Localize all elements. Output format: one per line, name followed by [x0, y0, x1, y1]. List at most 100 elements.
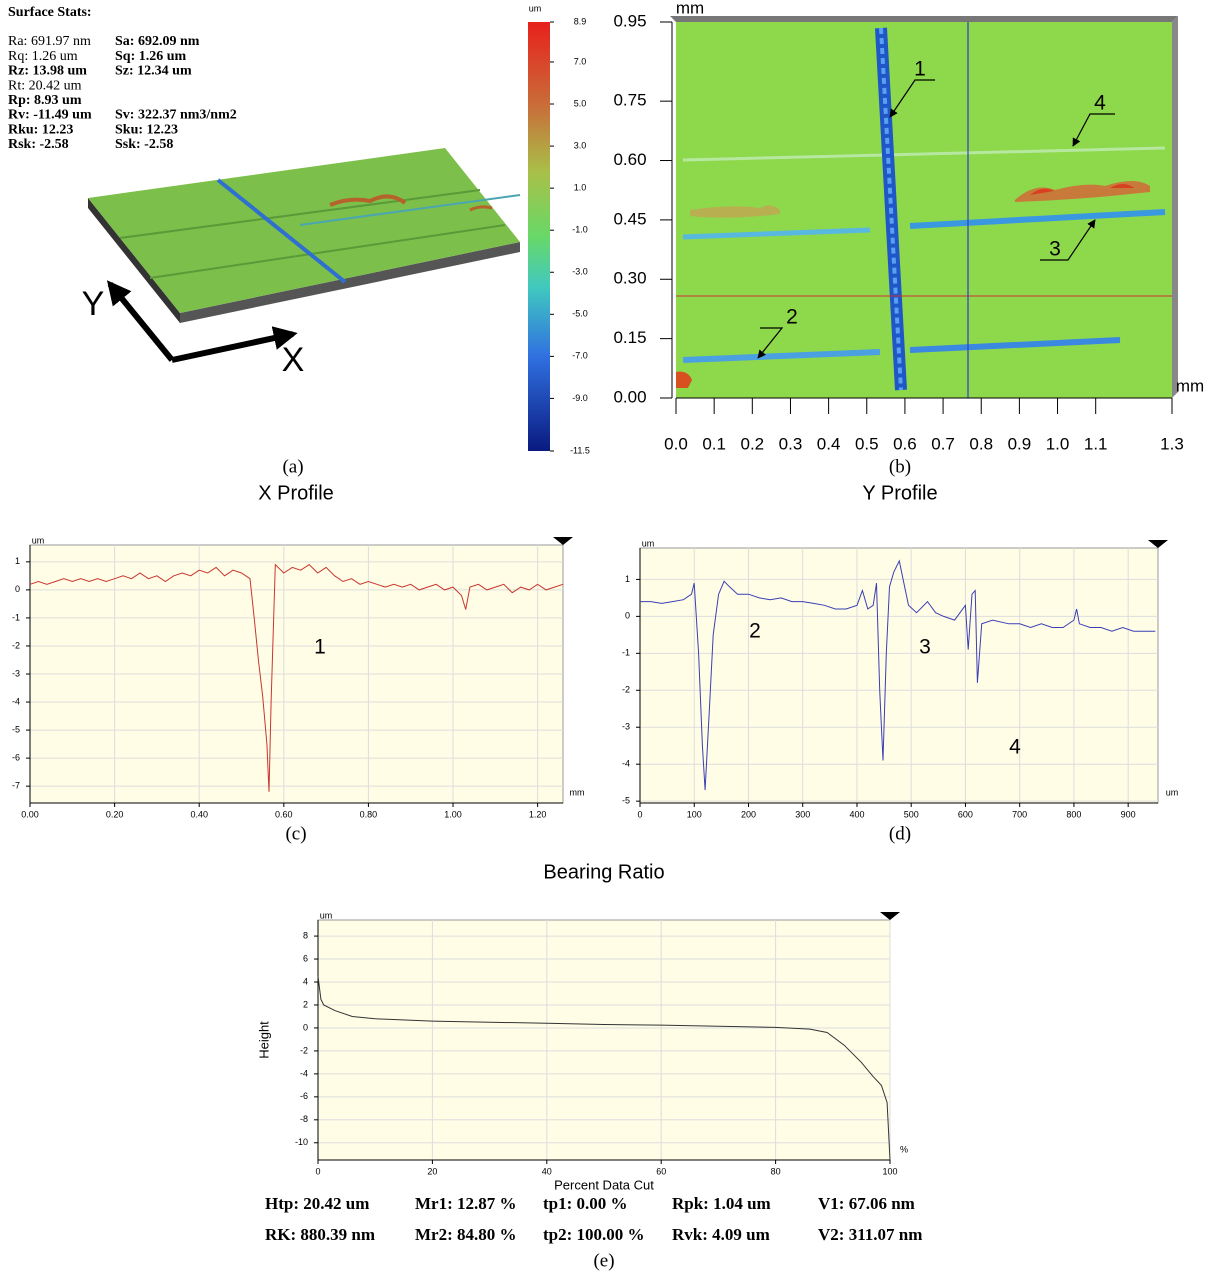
- x-tick-label: 400: [849, 809, 864, 819]
- chart-title: X Profile: [258, 482, 334, 504]
- bearing-stat: Mr1: 12.87 %: [415, 1194, 517, 1213]
- stat: Sv: 322.37 nm3/nm2: [115, 108, 237, 123]
- y-tick-label: -5: [12, 724, 20, 734]
- x-tick-label: 0.80: [360, 809, 378, 819]
- y-tick-label: -2: [12, 640, 20, 650]
- bearing-stat: Htp: 20.42 um: [265, 1194, 369, 1213]
- x-tick-label: 1.00: [444, 809, 462, 819]
- x-tick-label: 0.9: [1008, 434, 1032, 453]
- bearing-stat: Mr2: 84.80 %: [415, 1225, 517, 1244]
- x-tick-label: 100: [882, 1166, 897, 1176]
- stat: Rq: 1.26 um: [8, 49, 78, 64]
- bearing-stat: V2: 311.07 nm: [818, 1225, 922, 1244]
- stat: Ssk: -2.58: [115, 137, 173, 152]
- x-tick-label: 0.5: [855, 434, 879, 453]
- y-tick-label: -1: [12, 612, 20, 622]
- x-tick-label: 0: [637, 809, 642, 819]
- x-tick-label: 0.60: [275, 809, 293, 819]
- chart-title: Bearing Ratio: [543, 861, 664, 883]
- colorbar: [528, 22, 550, 451]
- stat: Sz: 12.34 um: [115, 64, 192, 79]
- stat: Ra: 691.97 nm: [8, 34, 91, 49]
- stat: Rsk: -2.58: [8, 137, 69, 152]
- x-tick-label: 0.3: [779, 434, 803, 453]
- x-unit: um: [1166, 787, 1179, 797]
- x-tick-label: 0.4: [817, 434, 841, 453]
- annotation: 3: [919, 636, 931, 659]
- stat: Sq: 1.26 um: [115, 49, 187, 64]
- x-tick-label: 300: [795, 809, 810, 819]
- colorbar-tick-label: -3.0: [572, 267, 588, 277]
- cursor-marker: [880, 912, 900, 920]
- annotation: 2: [749, 620, 761, 643]
- y-tick-label: -4: [12, 696, 20, 706]
- y-tick-label: 0: [15, 584, 20, 594]
- y-tick-label: 0.15: [613, 328, 646, 347]
- plot-area: [639, 547, 1159, 804]
- x-tick-label: 700: [1012, 809, 1027, 819]
- colorbar-tick-label: -5.0: [572, 309, 588, 319]
- colorbar-tick-label: -1.0: [572, 225, 588, 235]
- x-tick-label: 800: [1066, 809, 1081, 819]
- annotation: 1: [914, 58, 926, 81]
- x-tick-label: 80: [771, 1166, 781, 1176]
- plot-area: [317, 919, 891, 1161]
- x-tick-label: 20: [427, 1166, 437, 1176]
- y-tick-label: -6: [12, 753, 20, 763]
- stat: Rz: 13.98 um: [8, 64, 87, 79]
- bearing-stat: RK: 880.39 nm: [265, 1225, 375, 1244]
- caption: (c): [285, 823, 306, 844]
- x-tick-label: 0.00: [21, 809, 39, 819]
- y-tick-label: -2: [622, 685, 630, 695]
- annotation: 3: [1049, 238, 1061, 261]
- colorbar-tick-label: 5.0: [574, 98, 587, 108]
- colorbar-tick-label: -11.5: [570, 445, 590, 455]
- cursor-marker: [1148, 540, 1168, 548]
- y-tick-label: -2: [300, 1045, 308, 1055]
- y-tick-label: -4: [622, 759, 630, 769]
- caption: (d): [889, 823, 911, 844]
- stat: Sku: 12.23: [115, 122, 178, 137]
- y-tick-label: -8: [300, 1114, 308, 1124]
- annotation: 4: [1094, 92, 1106, 115]
- colorbar-tick-label: 3.0: [574, 140, 587, 150]
- y-tick-label: 0.95: [613, 11, 646, 30]
- x-axis-label: Percent Data Cut: [554, 1177, 654, 1192]
- x-tick-label: 1.3: [1160, 434, 1184, 453]
- y-unit: mm: [676, 0, 704, 17]
- y-tick-label: 0: [625, 611, 630, 621]
- bearing-stat: tp2: 100.00 %: [543, 1225, 645, 1244]
- axis-label: X: [282, 341, 305, 379]
- x-tick-label: 100: [687, 809, 702, 819]
- x-tick-label: 0.1: [702, 434, 726, 453]
- stat: Rp: 8.93 um: [8, 93, 82, 108]
- x-tick-label: 500: [904, 809, 919, 819]
- x-tick-label: 0.8: [969, 434, 993, 453]
- bearing-stat: Rvk: 4.09 um: [672, 1225, 770, 1244]
- y-tick-label: -7: [12, 781, 20, 791]
- y-tick-label: 0.30: [613, 269, 646, 288]
- y-tick-label: 0: [303, 1022, 308, 1032]
- y-tick-label: -5: [622, 796, 630, 806]
- annotation: 1: [314, 636, 326, 659]
- x-tick-label: 60: [656, 1166, 666, 1176]
- stat: Rku: 12.23: [8, 122, 73, 137]
- y-tick-label: -1: [622, 648, 630, 658]
- y-tick-label: 1: [625, 574, 630, 584]
- stat: Sa: 692.09 nm: [115, 34, 200, 49]
- bearing-stat: tp1: 0.00 %: [543, 1194, 628, 1213]
- x-unit: mm: [1176, 376, 1204, 395]
- x-tick-label: 0.40: [190, 809, 208, 819]
- y-tick-label: -10: [295, 1137, 308, 1147]
- y-tick-label: 2: [303, 999, 308, 1009]
- height-map: [670, 16, 1178, 399]
- profile-line: [317, 976, 891, 1161]
- y-tick-label: 0.00: [613, 387, 646, 406]
- colorbar-tick-label: -7.0: [572, 351, 588, 361]
- x-tick-label: 600: [958, 809, 973, 819]
- y-axis-label: Height: [256, 1021, 271, 1059]
- y-tick-label: 0.45: [613, 209, 646, 228]
- x-tick-label: 0.0: [664, 434, 688, 453]
- colorbar-tick-label: 7.0: [574, 56, 587, 66]
